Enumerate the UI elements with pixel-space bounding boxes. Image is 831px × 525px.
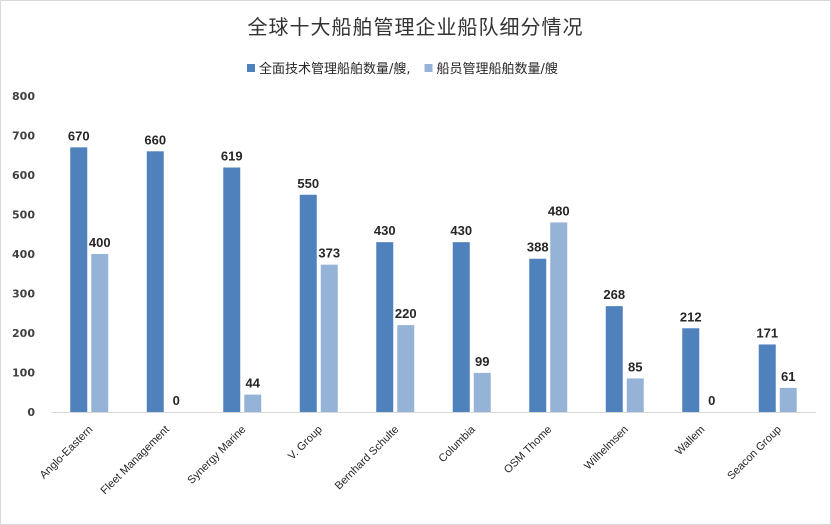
data-label: 670 xyxy=(68,128,90,143)
y-tick-label: 300 xyxy=(12,288,35,301)
y-tick-label: 200 xyxy=(12,327,35,340)
bar-series-1 xyxy=(605,306,623,412)
y-tick-label: 0 xyxy=(27,406,35,419)
y-tick-label: 100 xyxy=(12,367,35,380)
legend-label-1: 全面技术管理船舶数量/艘, xyxy=(259,61,411,77)
y-tick-label: 800 xyxy=(12,90,35,103)
bar-series-2 xyxy=(91,254,109,412)
x-tick-label: Fleet Management xyxy=(99,424,172,497)
x-tick-label: OSM Thome xyxy=(502,424,554,476)
x-tick-label: V. Group xyxy=(286,424,325,463)
data-label: 44 xyxy=(246,376,261,391)
data-label: 480 xyxy=(548,203,570,218)
bar-series-2 xyxy=(473,372,491,412)
x-tick-label: Anglo-Eastern xyxy=(38,424,96,482)
data-label: 99 xyxy=(475,354,489,369)
data-label: 400 xyxy=(89,235,111,250)
bar-series-2 xyxy=(550,222,568,412)
x-tick-label: Wilhelmsen xyxy=(582,424,631,473)
data-label: 373 xyxy=(318,246,340,261)
bar-series-1 xyxy=(758,344,776,412)
y-tick-label: 600 xyxy=(12,169,35,182)
data-label: 85 xyxy=(628,359,642,374)
data-label: 388 xyxy=(527,240,549,255)
data-label: 171 xyxy=(756,325,778,340)
data-label: 0 xyxy=(173,393,180,408)
legend-label-2: 船员管理船舶数量/艘 xyxy=(437,61,558,77)
x-tick-label: Columbia xyxy=(437,423,479,465)
data-label: 220 xyxy=(395,306,417,321)
x-tick-label: Bernhard Schulte xyxy=(333,424,402,493)
data-label: 268 xyxy=(603,287,625,302)
data-label: 61 xyxy=(781,369,795,384)
data-label: 619 xyxy=(221,148,243,163)
bar-series-1 xyxy=(70,147,88,412)
bar-series-1 xyxy=(529,258,547,412)
legend-swatch-1 xyxy=(247,64,255,72)
data-label: 660 xyxy=(144,132,166,147)
bar-series-1 xyxy=(376,242,394,412)
bar-series-2 xyxy=(397,325,415,412)
bar-series-1 xyxy=(452,242,470,412)
chart-title: 全球十大船舶管理企业船队细分情况 xyxy=(247,15,584,39)
data-label: 430 xyxy=(450,223,472,238)
bar-series-1 xyxy=(223,167,241,412)
bar-series-1 xyxy=(682,328,700,412)
y-tick-label: 700 xyxy=(12,130,35,143)
bar-series-2 xyxy=(320,264,338,412)
bar-series-2 xyxy=(779,387,797,412)
data-label: 550 xyxy=(297,176,319,191)
data-label: 0 xyxy=(708,393,715,408)
x-tick-label: Seacon Group xyxy=(725,424,784,483)
bar-series-2 xyxy=(244,394,262,412)
x-tick-label: Synergy Marine xyxy=(185,424,248,487)
legend-swatch-2 xyxy=(424,64,433,72)
data-label: 430 xyxy=(374,223,396,238)
data-label: 212 xyxy=(680,309,702,324)
y-tick-label: 500 xyxy=(12,209,35,222)
bar-series-2 xyxy=(626,378,644,412)
bar-series-1 xyxy=(146,151,164,413)
y-tick-label: 400 xyxy=(12,248,35,261)
x-tick-label: Wallem xyxy=(673,424,707,458)
bar-series-1 xyxy=(299,194,317,412)
